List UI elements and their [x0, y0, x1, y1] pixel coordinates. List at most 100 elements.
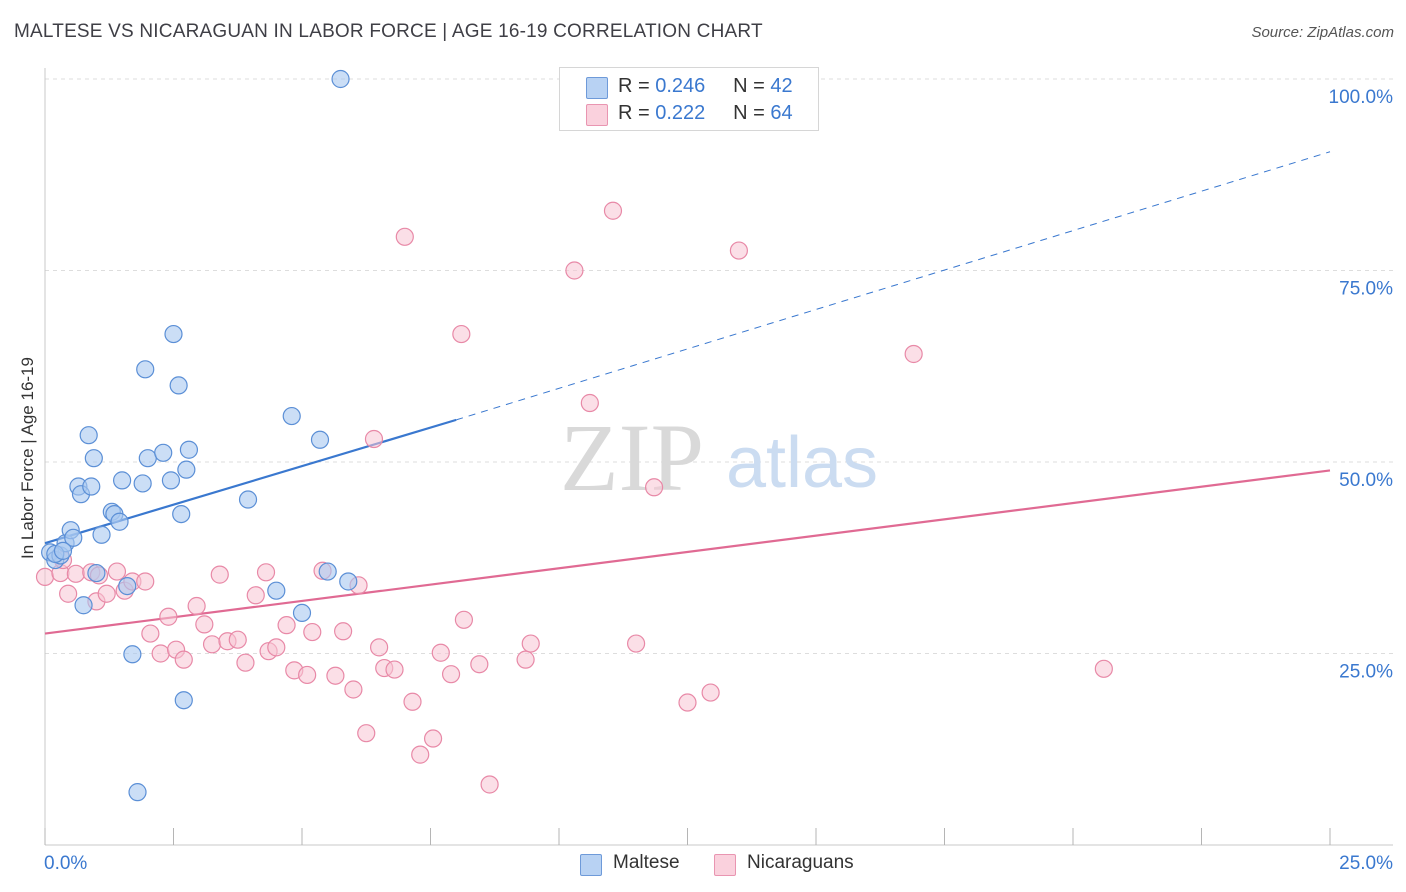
nicaraguan-point	[385, 660, 404, 679]
maltese-point	[339, 572, 358, 591]
maltese-legend-label: Maltese	[613, 852, 680, 873]
nicaraguan-point	[441, 665, 461, 684]
maltese-point	[161, 471, 181, 490]
maltese-trend-extension	[456, 151, 1331, 421]
nicaraguan-point	[403, 692, 422, 711]
maltese-point	[82, 477, 101, 496]
maltese-point	[84, 449, 103, 468]
x-tick-label-max: 25.0%	[1339, 853, 1393, 874]
maltese-point	[138, 449, 157, 468]
nicaraguan-point	[326, 666, 345, 685]
nicaraguan-point	[431, 643, 450, 662]
maltese-point	[128, 783, 147, 802]
legend-maltese-n-value: 42	[770, 75, 793, 97]
legend-nicaraguan-r-value: 0.222	[655, 102, 706, 124]
legend-maltese-r-value: 0.246	[655, 75, 706, 97]
nicaraguan-point	[395, 227, 414, 246]
source-credit: Source: ZipAtlas.com	[1251, 24, 1394, 41]
axes	[44, 68, 1393, 846]
correlation-legend: R = 0.246 N = 42 R = 0.222 N = 64	[559, 67, 819, 131]
maltese-point	[174, 691, 193, 710]
tick-labels: 25.0% 50.0% 75.0% 100.0% 0.0% 25.0%	[44, 87, 1393, 874]
maltese-point	[179, 440, 199, 459]
legend-nicaraguan-r-label: R =	[618, 102, 650, 124]
maltese-point	[64, 528, 83, 547]
nicaraguan-point	[701, 683, 720, 702]
nicaraguan-point	[565, 261, 584, 280]
nicaraguan-point	[35, 567, 55, 587]
maltese-point	[177, 460, 196, 479]
nicaraguan-point	[454, 610, 474, 629]
watermark: ZIP atlas	[560, 404, 878, 511]
watermark-zip: ZIP	[560, 404, 704, 511]
x-tick-label-min: 0.0%	[44, 853, 87, 874]
maltese-point	[133, 474, 152, 493]
maltese-point	[172, 504, 191, 524]
nicaraguan-point	[423, 729, 443, 748]
maltese-point	[169, 376, 188, 395]
y-tick-label-75: 75.0%	[1339, 279, 1393, 300]
maltese-point	[110, 512, 129, 531]
maltese-point	[331, 69, 350, 89]
chart-title: MALTESE VS NICARAGUAN IN LABOR FORCE | A…	[14, 21, 763, 42]
nicaraguan-point	[480, 775, 499, 794]
nicaraguan-point	[521, 634, 540, 653]
nicaraguan-point	[303, 622, 322, 642]
nicaraguan-point	[470, 655, 489, 674]
nicaraguan-point	[151, 644, 170, 663]
legend-maltese-r-label: R =	[618, 75, 650, 97]
nicaraguan-point	[334, 622, 353, 641]
nicaraguan-point	[603, 201, 623, 220]
nicaraguan-point	[174, 650, 193, 669]
maltese-legend-swatch	[580, 854, 602, 876]
nicaraguan-point	[904, 344, 923, 364]
nicaraguan-point	[210, 565, 229, 584]
y-tick-label-50: 50.0%	[1339, 470, 1393, 491]
nicaraguan-point	[364, 429, 384, 449]
maltese-point	[112, 471, 132, 490]
y-tick-label-25: 25.0%	[1339, 662, 1393, 683]
maltese-point	[136, 360, 155, 379]
nicaraguan-point	[136, 572, 155, 591]
nicaraguan-point	[107, 562, 127, 581]
nicaraguans-legend-swatch	[714, 854, 736, 876]
nicaraguan-point	[516, 650, 535, 669]
trend-lines	[44, 151, 1331, 635]
nicaraguan-point	[66, 564, 85, 583]
nicaraguan-point	[246, 586, 265, 605]
nicaraguan-point	[452, 324, 471, 344]
nicaraguan-point	[141, 624, 160, 643]
legend-maltese-n-label: N =	[733, 75, 765, 97]
nicaraguan-point	[97, 584, 116, 603]
nicaraguan-point	[236, 653, 255, 672]
maltese-point	[87, 563, 106, 583]
maltese-point	[74, 596, 93, 615]
nicaraguan-point	[580, 393, 599, 413]
maltese-point	[123, 645, 142, 664]
maltese-point	[282, 406, 301, 426]
watermark-atlas: atlas	[726, 423, 878, 503]
maltese-point	[238, 490, 258, 509]
nicaraguan-point	[644, 478, 664, 497]
nicaraguan-point	[59, 584, 78, 603]
nicaraguan-point	[729, 241, 749, 260]
nicaraguans-legend-label: Nicaraguans	[747, 852, 854, 873]
nicaraguan-point	[202, 635, 222, 654]
nicaraguan-point	[1094, 659, 1113, 678]
maltese-point	[92, 525, 111, 544]
maltese-point	[164, 324, 183, 344]
legend-nicaraguan-n-label: N =	[733, 102, 765, 124]
maltese-points	[41, 69, 358, 802]
maltese-point	[292, 603, 312, 623]
nicaraguan-point	[298, 665, 317, 685]
maltese-trend-line	[44, 418, 457, 545]
maltese-point	[79, 426, 98, 445]
nicaraguan-point	[626, 634, 646, 653]
nicaraguan-point	[159, 607, 178, 626]
maltese-point	[318, 562, 337, 581]
maltese-swatch	[586, 77, 608, 99]
nicaraguan-point	[195, 615, 214, 634]
maltese-point	[310, 430, 330, 449]
nicaraguan-point	[357, 724, 376, 743]
